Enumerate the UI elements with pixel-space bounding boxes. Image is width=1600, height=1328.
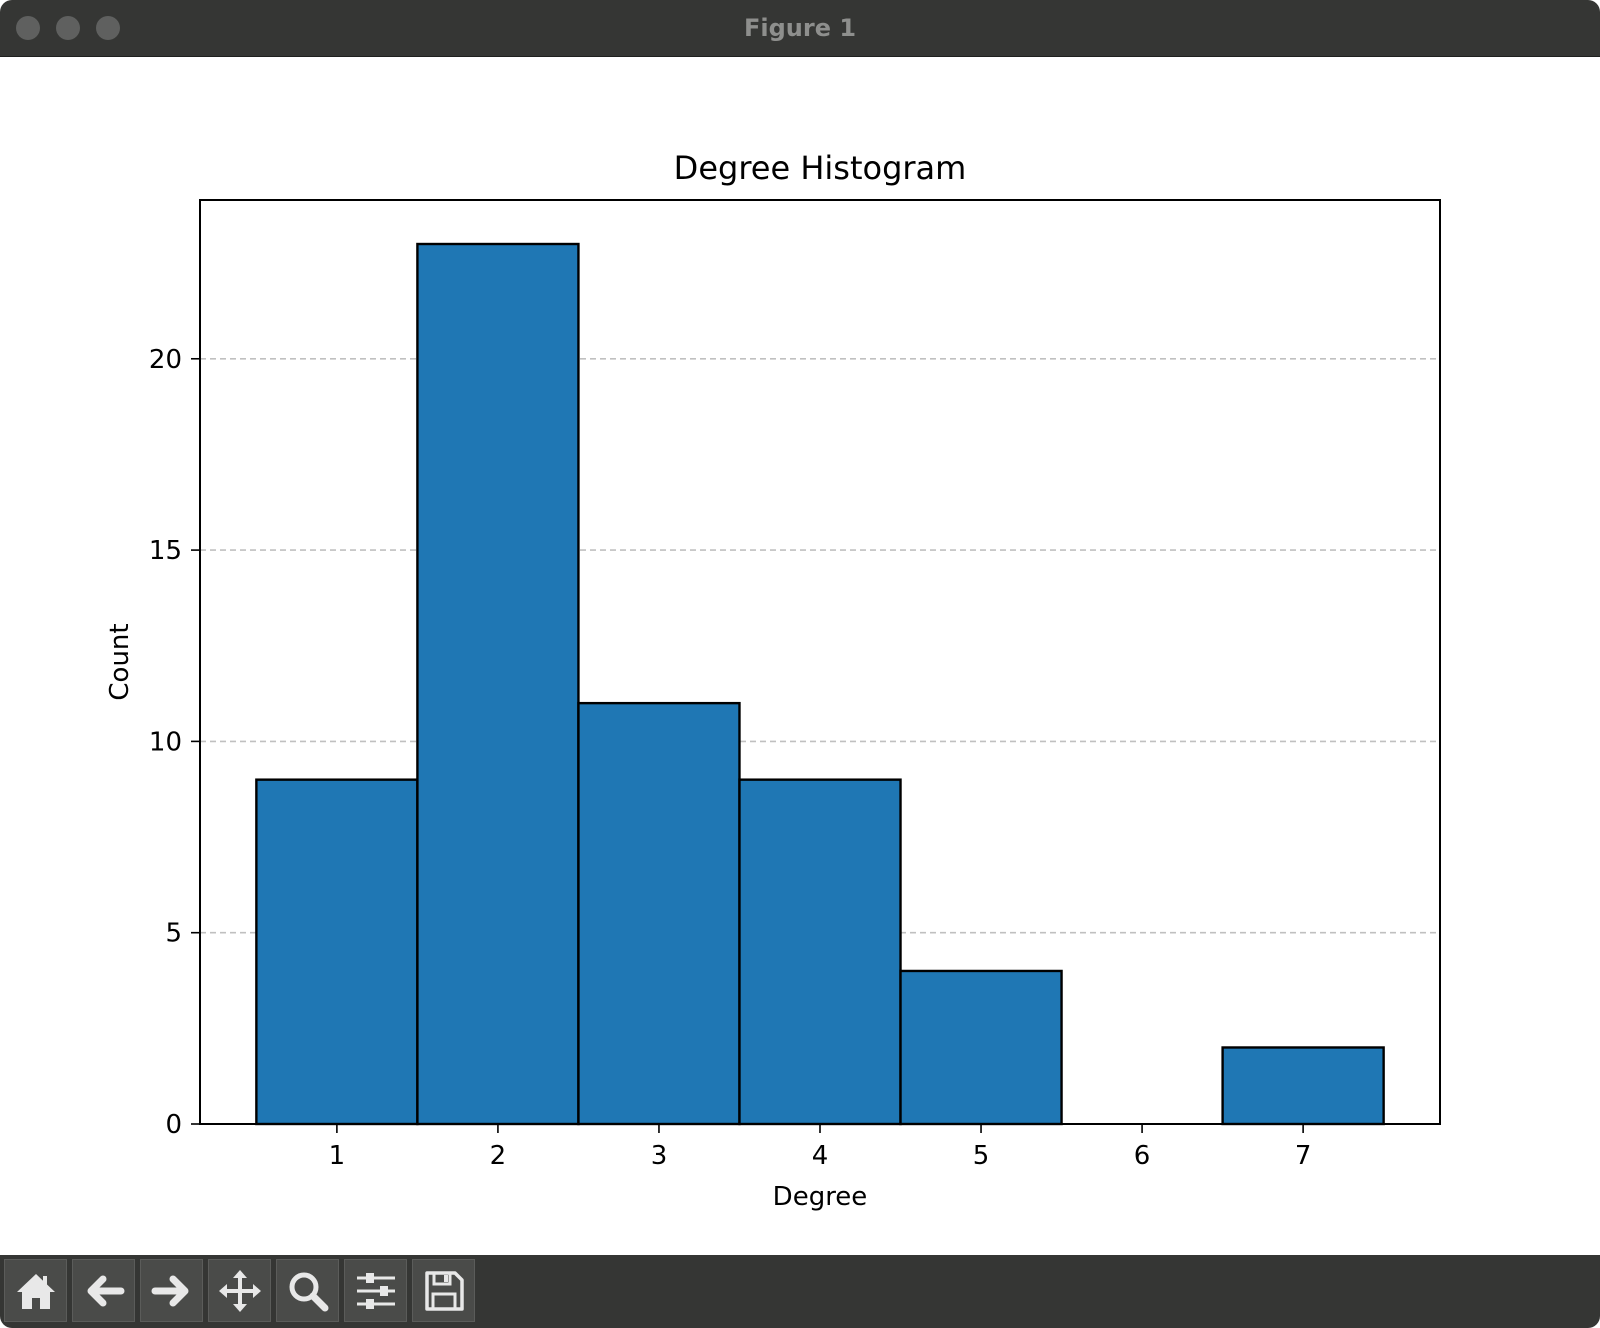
ticks: 1 2 3 4 5 6 7 0 5 10 15 20 [149,345,1311,1171]
arrow-left-icon [87,1275,124,1306]
bar-degree-3 [577,701,741,1126]
bars [255,242,1385,1126]
x-tick-label: 3 [651,1141,668,1171]
sliders-icon [356,1272,395,1309]
y-tick-label: 5 [165,919,182,949]
home-icon [16,1273,55,1309]
window-title: Figure 1 [743,14,857,42]
x-tick-label: 5 [973,1141,990,1171]
bar-degree-1 [255,778,419,1126]
magnifier-icon [289,1272,328,1311]
bar-degree-5 [899,969,1063,1126]
y-tick-label: 0 [165,1110,182,1140]
minimize-window-button[interactable] [56,16,80,40]
zoom-button[interactable] [276,1259,339,1322]
configure-subplots-button[interactable] [344,1259,407,1322]
y-tick-label: 15 [149,536,182,566]
pan-button[interactable] [208,1259,271,1322]
x-tick-label: 7 [1295,1141,1312,1171]
chart-title: Degree Histogram [674,149,967,187]
title-bar[interactable]: Figure 1 [0,0,1600,57]
bar-degree-7 [1221,1046,1385,1126]
floppy-disk-icon [424,1270,464,1311]
x-tick-label: 2 [490,1141,507,1171]
move-icon [218,1269,261,1312]
x-tick-label: 6 [1134,1141,1151,1171]
x-tick-label: 4 [812,1141,829,1171]
back-button[interactable] [72,1259,135,1322]
maximize-window-button[interactable] [96,16,120,40]
figure-canvas[interactable]: Degree Histogram 1 2 3 4 5 6 7 0 5 10 15 20 Degree … [0,57,1600,1255]
x-tick-label: 1 [329,1141,346,1171]
bar-degree-4 [738,778,902,1126]
y-tick-label: 10 [149,727,182,757]
navigation-toolbar [0,1255,1600,1328]
y-axis-label: Count [105,623,135,700]
forward-button[interactable] [140,1259,203,1322]
save-figure-button[interactable] [412,1259,475,1322]
home-button[interactable] [4,1259,67,1322]
close-window-button[interactable] [16,16,40,40]
y-tick-label: 20 [149,345,182,375]
bar-degree-2 [416,242,580,1126]
arrow-right-icon [151,1275,188,1306]
x-axis-label: Degree [773,1182,868,1212]
